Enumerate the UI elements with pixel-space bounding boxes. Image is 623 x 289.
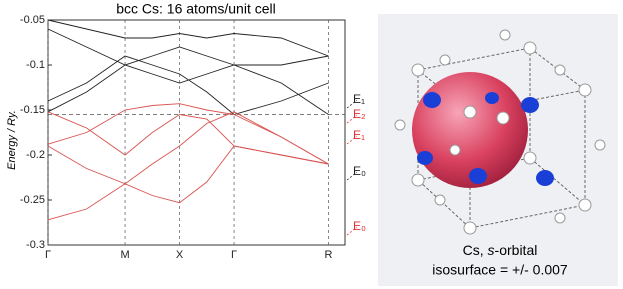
annotation: E₁ xyxy=(353,128,365,142)
y-tick-label: -0.2 xyxy=(26,149,45,161)
caption-part: -orbital xyxy=(495,242,538,258)
x-tick-label: X xyxy=(176,249,184,261)
blue-lobes xyxy=(417,92,554,186)
annotation: E₁ xyxy=(353,92,365,106)
x-tick-label: Γ xyxy=(231,249,237,261)
band-plot: -0.05-0.1-0.15-0.2-0.25-0.3Γ M X Γ RE₁E₂E₁E₀… xyxy=(20,14,366,261)
annotation: E₀ xyxy=(353,219,366,233)
band-line xyxy=(47,55,329,113)
x-tick-label: M xyxy=(120,249,129,261)
band-line xyxy=(47,111,329,185)
plot-frame xyxy=(47,19,346,246)
isosurface-image: Cs, s-orbital isosurface = +/- 0.007 xyxy=(378,14,618,286)
y-axis-label: Energy / Ry. xyxy=(6,110,18,170)
y-tick-label: -0.05 xyxy=(20,14,45,26)
y-tick-label: -0.25 xyxy=(20,194,45,206)
caption-line1: Cs, s-orbital xyxy=(463,242,538,258)
band-line xyxy=(47,55,329,115)
band-line xyxy=(47,145,329,221)
band-line xyxy=(47,111,329,165)
caption-part: s xyxy=(488,242,495,258)
atoms xyxy=(394,29,606,235)
band-line xyxy=(47,103,329,165)
caption-part: Cs, xyxy=(463,242,488,258)
x-tick-label: Γ xyxy=(45,249,51,261)
band-line xyxy=(47,28,329,115)
chart-title: bcc Cs: 16 atoms/unit cell xyxy=(116,1,276,17)
annotation: E₂ xyxy=(353,107,366,121)
y-tick-label: -0.1 xyxy=(26,59,45,71)
y-tick-label: -0.3 xyxy=(26,239,45,251)
band-line xyxy=(47,19,329,57)
x-tick-label: R xyxy=(324,249,332,261)
y-tick-label: -0.15 xyxy=(20,104,45,116)
s-orbital xyxy=(412,72,528,188)
annotation: E₀ xyxy=(353,164,366,178)
caption-line2: isosurface = +/- 0.007 xyxy=(432,262,568,278)
